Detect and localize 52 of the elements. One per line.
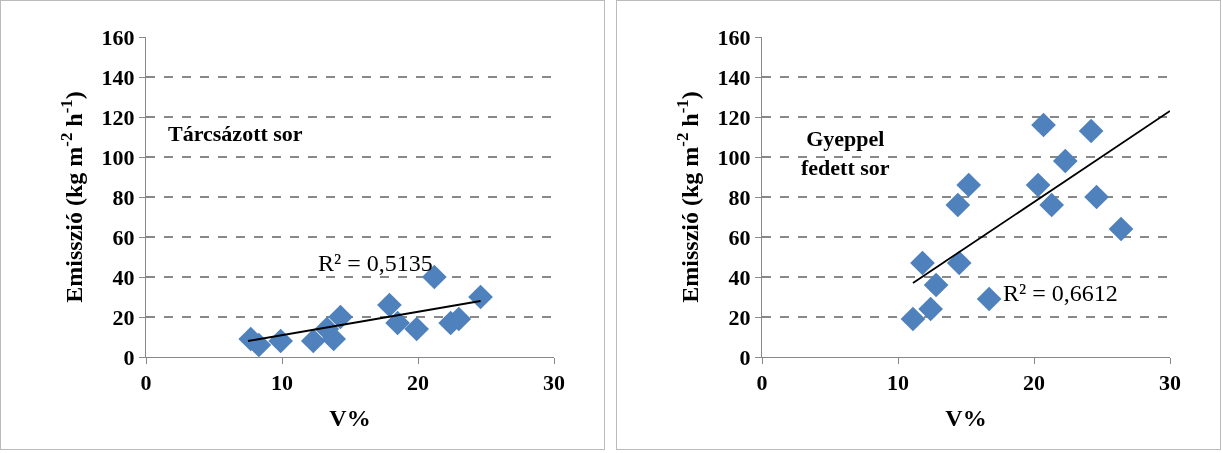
y-tick-label: 80	[728, 184, 751, 210]
y-tick-label: 40	[728, 264, 751, 290]
y-tick-label: 60	[728, 224, 751, 250]
point	[918, 296, 943, 322]
y-tick-label: 120	[717, 104, 751, 130]
point	[404, 316, 429, 342]
y-tick-label: 120	[101, 104, 135, 130]
point	[1108, 216, 1134, 242]
y-tick-label: 40	[112, 264, 135, 290]
y-tick-label: 140	[717, 64, 751, 90]
y-tick-label: 0	[123, 344, 135, 370]
point	[910, 250, 935, 276]
y-tick-label: 100	[101, 144, 135, 170]
x-tick-label: 0	[756, 370, 768, 396]
y-tick-label: 20	[728, 304, 751, 330]
annotation: R² = 0,5135	[318, 250, 433, 276]
x-tick-label: 30	[543, 370, 565, 396]
y-tick-label: 140	[101, 64, 135, 90]
annotation: Gyeppel fedett sor	[801, 126, 890, 180]
point	[1052, 148, 1078, 174]
point	[1039, 192, 1065, 218]
y-tick-label: 60	[112, 224, 135, 250]
y-tick-label: 160	[101, 24, 135, 50]
point	[328, 304, 353, 330]
point	[946, 250, 972, 276]
x-axis-title: V%	[329, 404, 371, 431]
point	[923, 272, 949, 298]
x-tick-label: 10	[271, 370, 293, 396]
point	[300, 328, 326, 354]
y-tick-label: 0	[739, 344, 751, 370]
annotation: Tárcsázott sor	[168, 121, 303, 146]
x-tick-label: 30	[1159, 370, 1181, 396]
point	[976, 286, 1002, 312]
point	[1084, 184, 1109, 210]
point	[1025, 172, 1051, 198]
x-tick-label: 20	[407, 370, 429, 396]
point	[1078, 118, 1104, 144]
y-tick-label: 100	[717, 144, 751, 170]
point	[945, 192, 971, 218]
point	[956, 172, 982, 198]
point	[900, 306, 926, 332]
x-tick-label: 10	[887, 370, 909, 396]
point	[1031, 112, 1056, 138]
x-tick-label: 20	[1023, 370, 1045, 396]
point	[377, 292, 402, 318]
annotation: R² = 0,6612	[1003, 280, 1118, 306]
y-tick-label: 160	[717, 24, 751, 50]
y-tick-label: 20	[112, 304, 135, 330]
point	[468, 284, 493, 310]
x-axis-title: V%	[945, 404, 987, 431]
y-tick-label: 80	[112, 184, 135, 210]
x-tick-label: 0	[140, 370, 152, 396]
